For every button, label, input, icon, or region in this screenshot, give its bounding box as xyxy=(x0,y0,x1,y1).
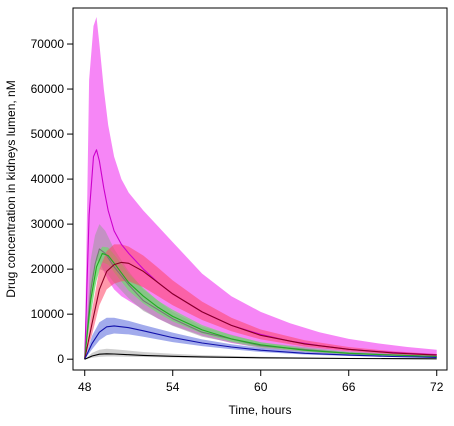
confidence-bands xyxy=(84,17,437,360)
series-1-line xyxy=(84,248,437,360)
series-5-line xyxy=(84,353,437,360)
series-0-band xyxy=(84,17,437,360)
series-lines xyxy=(84,149,437,360)
series-2-band xyxy=(84,246,437,360)
series-2-line xyxy=(84,252,437,360)
y-tick-label: 40000 xyxy=(31,172,65,186)
y-tick-label: 20000 xyxy=(31,262,65,276)
y-tick-label: 50000 xyxy=(31,127,65,141)
x-tick-label: 72 xyxy=(430,380,444,394)
x-axis: 48 54 60 66 72 xyxy=(78,370,444,394)
plot-frame xyxy=(72,7,448,371)
y-tick-label: 60000 xyxy=(31,82,65,96)
y-axis-title: Drug concentration in kidneys lumen, nM xyxy=(4,80,18,297)
series-4-band xyxy=(84,317,437,360)
y-tick-label: 70000 xyxy=(31,37,65,51)
series-3-band xyxy=(84,244,437,360)
x-tick-label: 60 xyxy=(254,380,268,394)
x-tick-label: 48 xyxy=(78,380,92,394)
series-4-line xyxy=(84,325,437,360)
y-axis: 0 10000 20000 30000 40000 50000 60000 70000 xyxy=(31,37,73,366)
y-tick-label: 0 xyxy=(57,352,64,366)
x-tick-label: 66 xyxy=(342,380,356,394)
y-tick-label: 10000 xyxy=(31,307,65,321)
y-tick-label: 30000 xyxy=(31,217,65,231)
series-3-line xyxy=(84,261,437,360)
series-1-band xyxy=(84,224,437,360)
x-axis-title: Time, hours xyxy=(229,403,292,417)
x-tick-label: 54 xyxy=(166,380,180,394)
